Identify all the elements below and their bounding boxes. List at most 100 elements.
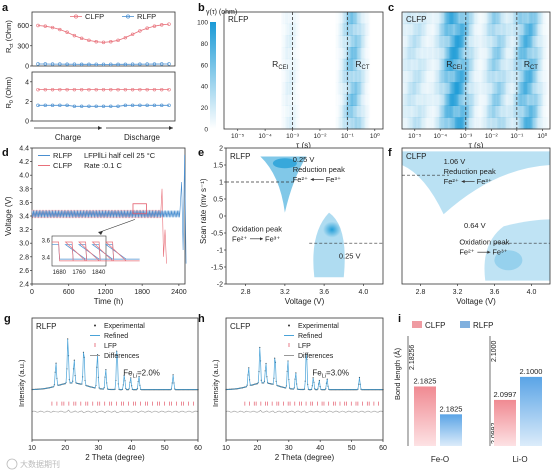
data-point-RLFP: [58, 103, 62, 108]
heat-cell: [411, 23, 414, 36]
heat-cell: [418, 47, 420, 60]
heat-cell: [405, 47, 408, 60]
heat-cell: [472, 105, 474, 118]
heat-cell: [483, 47, 486, 60]
heat-cell: [448, 117, 451, 130]
inset-ytick: 3.6: [42, 238, 51, 244]
heat-cell: [431, 23, 434, 36]
heat-cell: [341, 47, 344, 60]
heat-cell: [456, 35, 458, 48]
heat-cell: [425, 117, 428, 130]
heat-cell: [492, 93, 494, 106]
oxidation-core: [494, 250, 523, 271]
heat-cell: [501, 117, 504, 130]
data-point-RLFP: [36, 62, 40, 66]
heat-cell: [469, 23, 472, 36]
heat-cell: [286, 47, 288, 60]
heat-cell: [477, 117, 479, 130]
heat-cell: [290, 47, 292, 60]
heat-cell: [489, 47, 492, 60]
heat-cell: [504, 117, 506, 130]
heat-cell: [414, 93, 416, 106]
heat-cell: [500, 117, 503, 130]
heat-cell: [288, 117, 291, 130]
heat-cell: [451, 35, 453, 48]
heat-cell: [516, 117, 519, 130]
heat-cell: [515, 117, 518, 130]
heat-cell: [480, 12, 483, 25]
heat-cell: [543, 58, 546, 71]
heat-cell: [421, 35, 424, 48]
heat-cell: [516, 93, 519, 106]
panel-label-c: CLFP: [406, 15, 426, 24]
heat-cell: [541, 47, 543, 60]
heat-cell: [340, 117, 343, 130]
heat-cell: [361, 12, 364, 25]
heat-cell: [408, 47, 410, 60]
fe-o-axis-tick: 2.18256: [409, 345, 416, 370]
legend-CLFP: CLFP: [85, 12, 104, 21]
panel-a-bottom-ylabel: R0 (Ohm): [4, 76, 15, 108]
heat-cell: [441, 12, 444, 25]
heat-cell: [359, 105, 361, 118]
heat-cell: [418, 93, 420, 106]
heat-cell: [410, 117, 413, 130]
heat-cell: [443, 12, 446, 25]
heat-cell: [498, 23, 500, 36]
heat-cell: [424, 70, 426, 83]
heat-cell: [340, 23, 343, 36]
heat-cell: [495, 105, 498, 118]
heat-cell: [361, 35, 364, 48]
heatmap-bg-b: [224, 12, 383, 129]
heat-cell: [468, 70, 471, 83]
heat-cell: [348, 105, 351, 118]
heat-cell: [347, 93, 349, 106]
heat-cell: [492, 12, 494, 25]
heat-cell: [440, 23, 442, 36]
heat-cell: [535, 70, 537, 83]
ytick-label: 3.2: [19, 227, 29, 234]
heat-cell: [355, 35, 357, 48]
heat-cell: [447, 93, 450, 106]
heat-cell: [488, 70, 490, 83]
heat-cell: [479, 93, 482, 106]
heat-cell: [535, 47, 537, 60]
heat-cell: [527, 23, 530, 36]
heat-cell: [347, 117, 349, 130]
heat-cell: [408, 93, 410, 106]
heat-cell: [339, 82, 341, 95]
heat-cell: [525, 58, 527, 71]
heat-cell: [482, 12, 484, 25]
heat-cell: [403, 35, 405, 48]
heat-cell: [490, 23, 493, 36]
heat-cell: [494, 82, 497, 95]
heat-cell: [416, 70, 419, 83]
heat-cell: [402, 82, 404, 95]
heat-cell: [529, 23, 531, 36]
xlabel-c: τ (s): [469, 141, 484, 150]
heat-cell: [543, 70, 546, 83]
heat-cell: [340, 47, 343, 60]
heat-cell: [284, 23, 287, 36]
heat-cell: [474, 70, 477, 83]
heat-cell: [487, 58, 489, 71]
heat-cell: [526, 12, 529, 25]
heat-cell: [488, 47, 490, 60]
heat-cell: [532, 12, 535, 25]
ylabel-d: Voltage (V): [4, 196, 13, 236]
heat-cell: [457, 93, 460, 106]
heat-cell: [290, 12, 292, 25]
heat-cell: [427, 93, 430, 106]
heat-cell: [430, 70, 432, 83]
heat-cell: [472, 70, 474, 83]
heat-cell: [489, 23, 492, 36]
legend-experimental: Experimental: [298, 323, 339, 330]
heat-cell: [416, 117, 419, 130]
heat-cell: [437, 93, 440, 106]
heat-cell: [298, 94, 300, 106]
heat-cell: [485, 12, 488, 25]
heat-cell: [490, 117, 493, 130]
heat-cell: [517, 23, 520, 36]
heat-cell: [461, 117, 463, 130]
data-point-CLFP: [123, 87, 128, 92]
